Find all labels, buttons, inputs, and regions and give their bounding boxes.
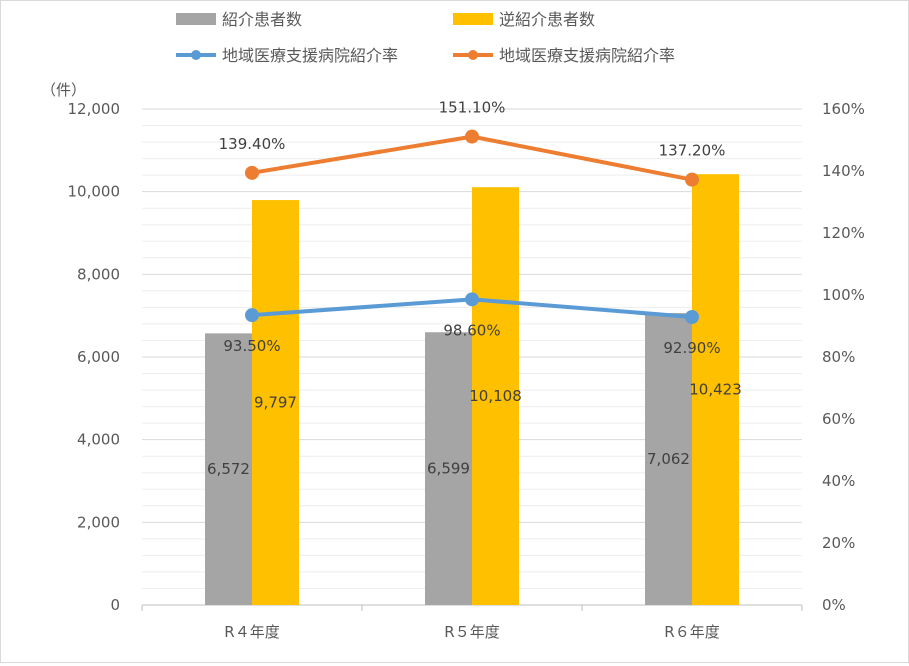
left-axis-tick-label: 0 [110,596,120,614]
bar-reverse-referral [692,174,739,605]
left-axis-tick-label: 4,000 [77,431,120,449]
line-point [245,165,259,180]
line-data-label: 93.50% [223,337,280,355]
right-axis-tick-label: 0% [822,596,846,614]
legend-label: 逆紹介患者数 [499,10,595,29]
bar-referral [645,313,692,605]
legend-swatch [453,13,493,25]
line-point [465,292,479,307]
legend-label: 地域医療支援病院紹介率 [499,46,675,65]
right-axis-tick-label: 100% [822,286,865,304]
bar-data-label: 7,062 [647,450,690,468]
category-label: R５年度 [444,623,499,641]
right-axis-ticks: 0% 20% 40% 60% 80% 100% 120% 140% 160% [822,100,865,614]
bar-reverse-referral [472,187,519,605]
category-label: R４年度 [224,623,279,641]
data-labels: 6,572 6,599 7,062 9,797 10,108 10,423 93.50% 98… [207,99,742,479]
line-point [245,308,259,323]
line-data-label: 92.90% [663,339,720,357]
legend-label: 紹介患者数 [222,10,302,29]
left-axis-tick-label: 10,000 [68,183,121,201]
legend-marker [468,50,478,60]
bar-data-label: 10,108 [469,387,522,405]
bar-referral [205,333,252,605]
line-data-label: 98.60% [443,321,500,339]
legend-swatch [176,13,216,25]
right-axis-tick-label: 160% [822,100,865,118]
legend-label: 地域医療支援病院紹介率 [222,46,398,65]
left-axis-unit-label: （件） [41,81,86,99]
line-data-label: 151.10% [439,99,506,117]
category-label: R６年度 [664,623,719,641]
bar-referral [425,332,472,605]
right-axis-tick-label: 120% [822,224,865,242]
right-axis-tick-label: 20% [822,534,855,552]
bar-reverse-referral [252,200,299,606]
line-point [465,129,479,144]
bar-data-label: 9,797 [254,394,297,412]
bar-data-label: 6,572 [207,460,250,478]
right-axis-tick-label: 140% [822,162,865,180]
left-axis-tick-label: 12,000 [68,100,121,118]
left-axis-tick-label: 8,000 [77,265,120,283]
left-axis-tick-label: 2,000 [77,513,120,531]
line-point [685,172,699,187]
left-axis-tick-label: 6,000 [77,348,120,366]
lines [245,129,699,325]
bars [205,174,739,606]
bar-data-label: 6,599 [427,460,470,478]
bar-data-label: 10,423 [689,381,742,399]
line-data-label: 137.20% [659,142,726,160]
category-labels: R４年度 R５年度 R６年度 [224,623,719,641]
right-axis-tick-label: 40% [822,472,855,490]
right-axis-tick-label: 80% [822,348,855,366]
right-axis-tick-label: 60% [822,410,855,428]
line-point [685,310,699,325]
legend-marker [191,50,201,60]
left-axis-ticks: 0 2,000 4,000 6,000 8,000 10,000 12,000 [68,100,121,614]
line-data-label: 139.40% [219,135,286,153]
